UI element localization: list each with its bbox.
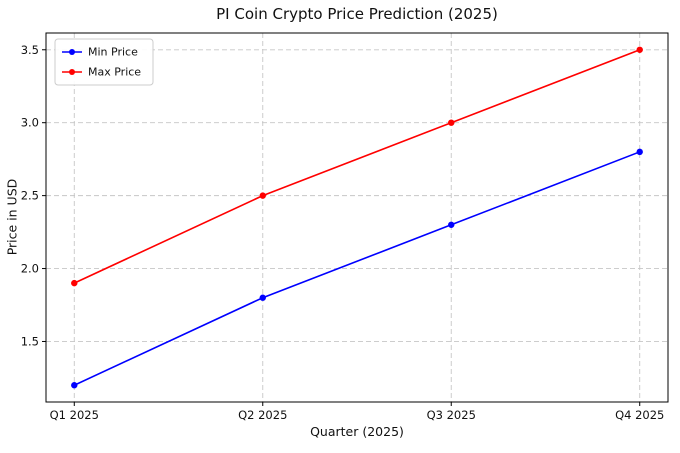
x-tick-label: Q4 2025 xyxy=(615,408,664,422)
y-tick-label: 2.5 xyxy=(21,189,39,203)
y-tick-label: 2.0 xyxy=(21,262,39,276)
plot-frame xyxy=(45,32,669,403)
min-price-data-point xyxy=(71,382,78,389)
x-tick-label: Q1 2025 xyxy=(50,408,99,422)
y-tick-label: 3.5 xyxy=(21,43,39,57)
legend-entry: Max Price xyxy=(62,66,141,79)
legend-marker-sample xyxy=(69,49,75,55)
legend-label: Min Price xyxy=(88,46,138,59)
y-tick-label: 1.5 xyxy=(21,334,39,348)
max-price-data-point xyxy=(636,46,643,53)
legend-label: Max Price xyxy=(88,66,141,79)
min-price-line xyxy=(73,151,641,386)
max-price-data-point xyxy=(71,279,78,287)
max-price-data-point xyxy=(259,192,266,199)
max-price-data-point xyxy=(448,119,455,126)
min-price-data-point xyxy=(448,221,455,228)
chart-title: PI Coin Crypto Price Prediction (2025) xyxy=(216,5,498,23)
x-tick-label: Q3 2025 xyxy=(427,408,476,422)
legend-box xyxy=(54,38,154,86)
legend-entry: Min Price xyxy=(62,46,138,59)
legend: Min Price Max Price xyxy=(54,38,154,86)
min-price-data-point xyxy=(259,294,266,301)
y-tick-label: 3.0 xyxy=(21,116,39,130)
max-price-line xyxy=(73,49,641,284)
x-tick-label: Q2 2025 xyxy=(238,408,287,422)
x-axis-label: Quarter (2025) xyxy=(310,424,404,439)
min-price-data-point xyxy=(636,148,643,156)
legend-marker-sample xyxy=(69,69,75,75)
